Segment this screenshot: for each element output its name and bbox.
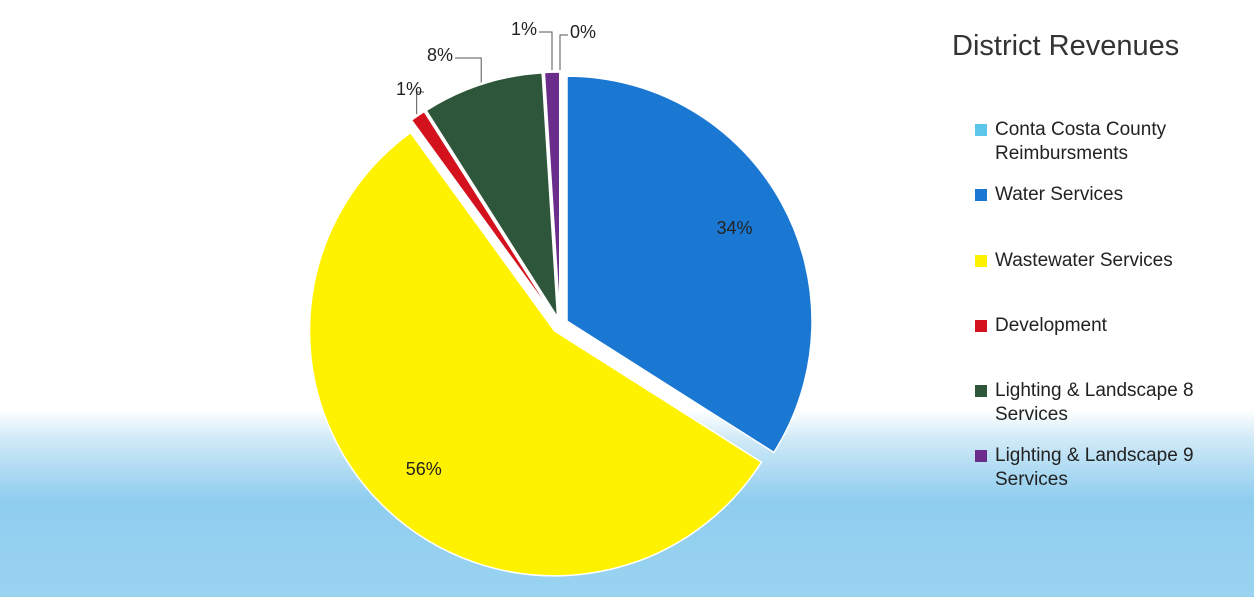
chart-title: District Revenues bbox=[952, 30, 1180, 62]
leader-line bbox=[559, 34, 568, 70]
leader-line bbox=[416, 91, 424, 115]
legend-swatch bbox=[975, 450, 987, 462]
data-label: 34% bbox=[716, 218, 752, 238]
pie-slice bbox=[566, 75, 813, 454]
legend-swatch bbox=[975, 320, 987, 332]
data-label: 0% bbox=[570, 22, 596, 42]
leader-line bbox=[539, 31, 553, 71]
data-label: 1% bbox=[511, 19, 537, 39]
legend-label: Conta Costa County Reimbursments bbox=[995, 119, 1167, 164]
legend-swatch bbox=[975, 189, 987, 201]
legend-label: Water Services bbox=[995, 184, 1124, 205]
data-label: 8% bbox=[427, 45, 453, 65]
legend-item: Conta Costa County Reimbursments bbox=[975, 118, 1245, 166]
pie-slice bbox=[410, 110, 557, 319]
pie-slice bbox=[425, 72, 559, 318]
pie-slice bbox=[308, 131, 763, 577]
legend-item: Lighting & Landscape 8 Services bbox=[975, 379, 1245, 427]
legend-swatch bbox=[975, 255, 987, 267]
legend-item: Lighting & Landscape 9 Services bbox=[975, 444, 1245, 492]
legend-label: Lighting & Landscape 9 Services bbox=[995, 445, 1194, 490]
legend-swatch bbox=[975, 124, 987, 136]
legend-label: Lighting & Landscape 8 Services bbox=[995, 380, 1194, 425]
data-label: 1% bbox=[396, 79, 422, 99]
legend-item: Development bbox=[975, 314, 1245, 338]
legend-swatch bbox=[975, 385, 987, 397]
legend-item: Water Services bbox=[975, 183, 1245, 207]
pie-slice bbox=[543, 71, 561, 318]
legend-label: Wastewater Services bbox=[995, 250, 1173, 271]
legend-label: Development bbox=[995, 315, 1107, 336]
legend-item: Wastewater Services bbox=[975, 249, 1245, 273]
leader-line bbox=[455, 57, 482, 83]
data-label: 56% bbox=[406, 459, 442, 479]
